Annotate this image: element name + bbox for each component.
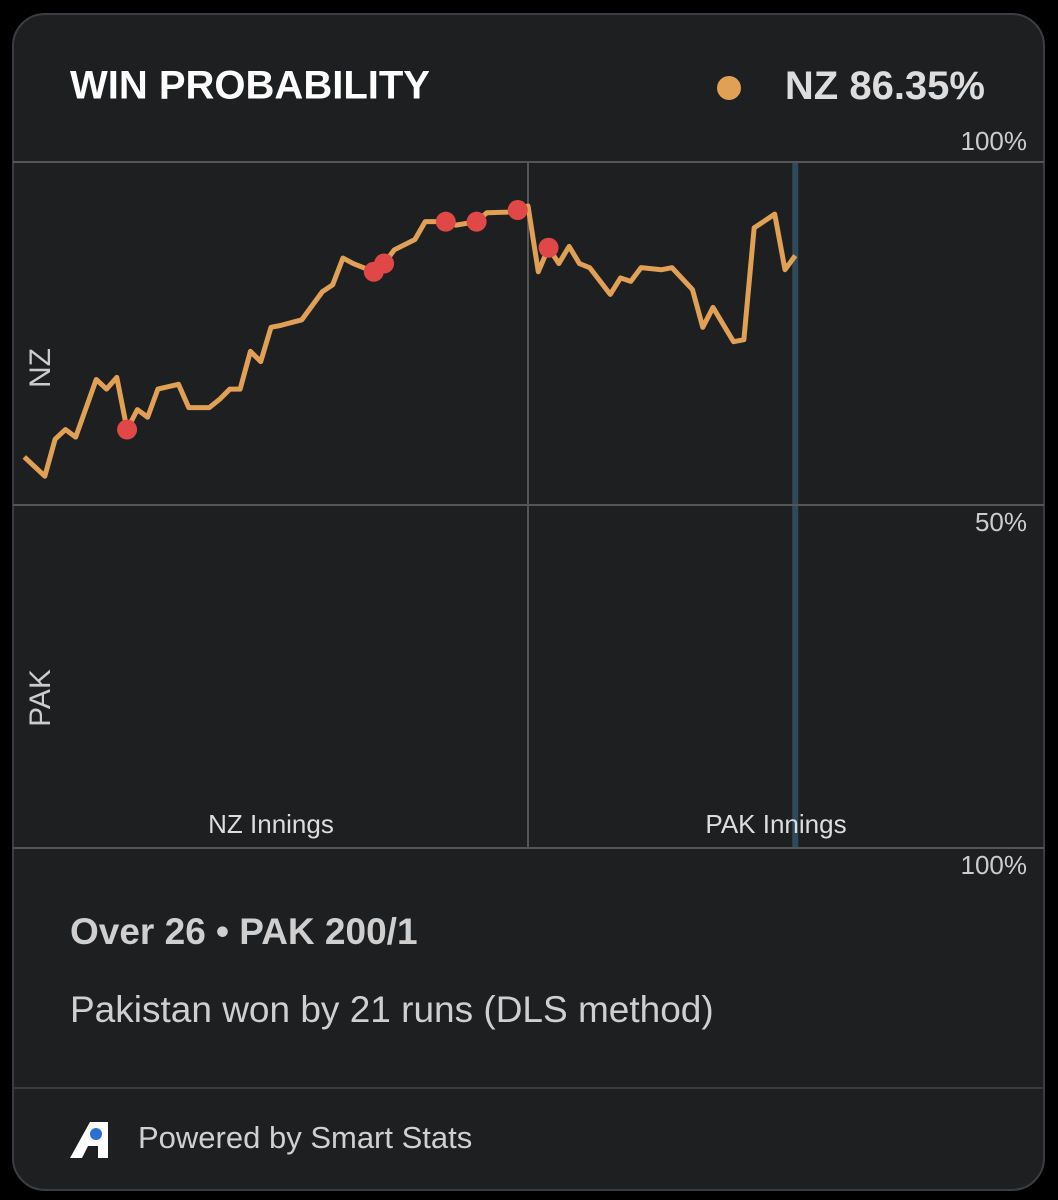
y-tick-label: 100% xyxy=(961,126,1028,156)
y-label: NZ xyxy=(24,348,57,388)
legend-text: NZ 86.35% xyxy=(785,64,985,108)
innings-label: NZ Innings xyxy=(208,809,334,839)
wicket-marker xyxy=(117,419,138,440)
footer: Powered by Smart Stats xyxy=(138,1120,472,1155)
wicket-marker xyxy=(507,200,528,221)
innings-label: PAK Innings xyxy=(705,809,846,839)
wicket-marker xyxy=(435,211,456,232)
y-label: PAK xyxy=(24,669,57,727)
wicket-marker xyxy=(374,253,395,274)
wicket-marker xyxy=(538,237,559,258)
wicket-marker xyxy=(466,211,487,232)
y-tick-label: 100% xyxy=(961,850,1028,880)
result: Pakistan won by 21 runs (DLS method) xyxy=(70,989,714,1030)
logo xyxy=(70,1122,108,1158)
y-tick-label: 50% xyxy=(975,507,1027,537)
series-line xyxy=(22,203,798,479)
legend-value: 86.35% xyxy=(849,64,985,108)
legend-team: NZ xyxy=(785,64,838,108)
chart-title: WIN PROBABILITY xyxy=(70,64,430,108)
status: Over 26 • PAK 200/1 xyxy=(70,911,418,952)
legend-dot xyxy=(717,76,741,100)
